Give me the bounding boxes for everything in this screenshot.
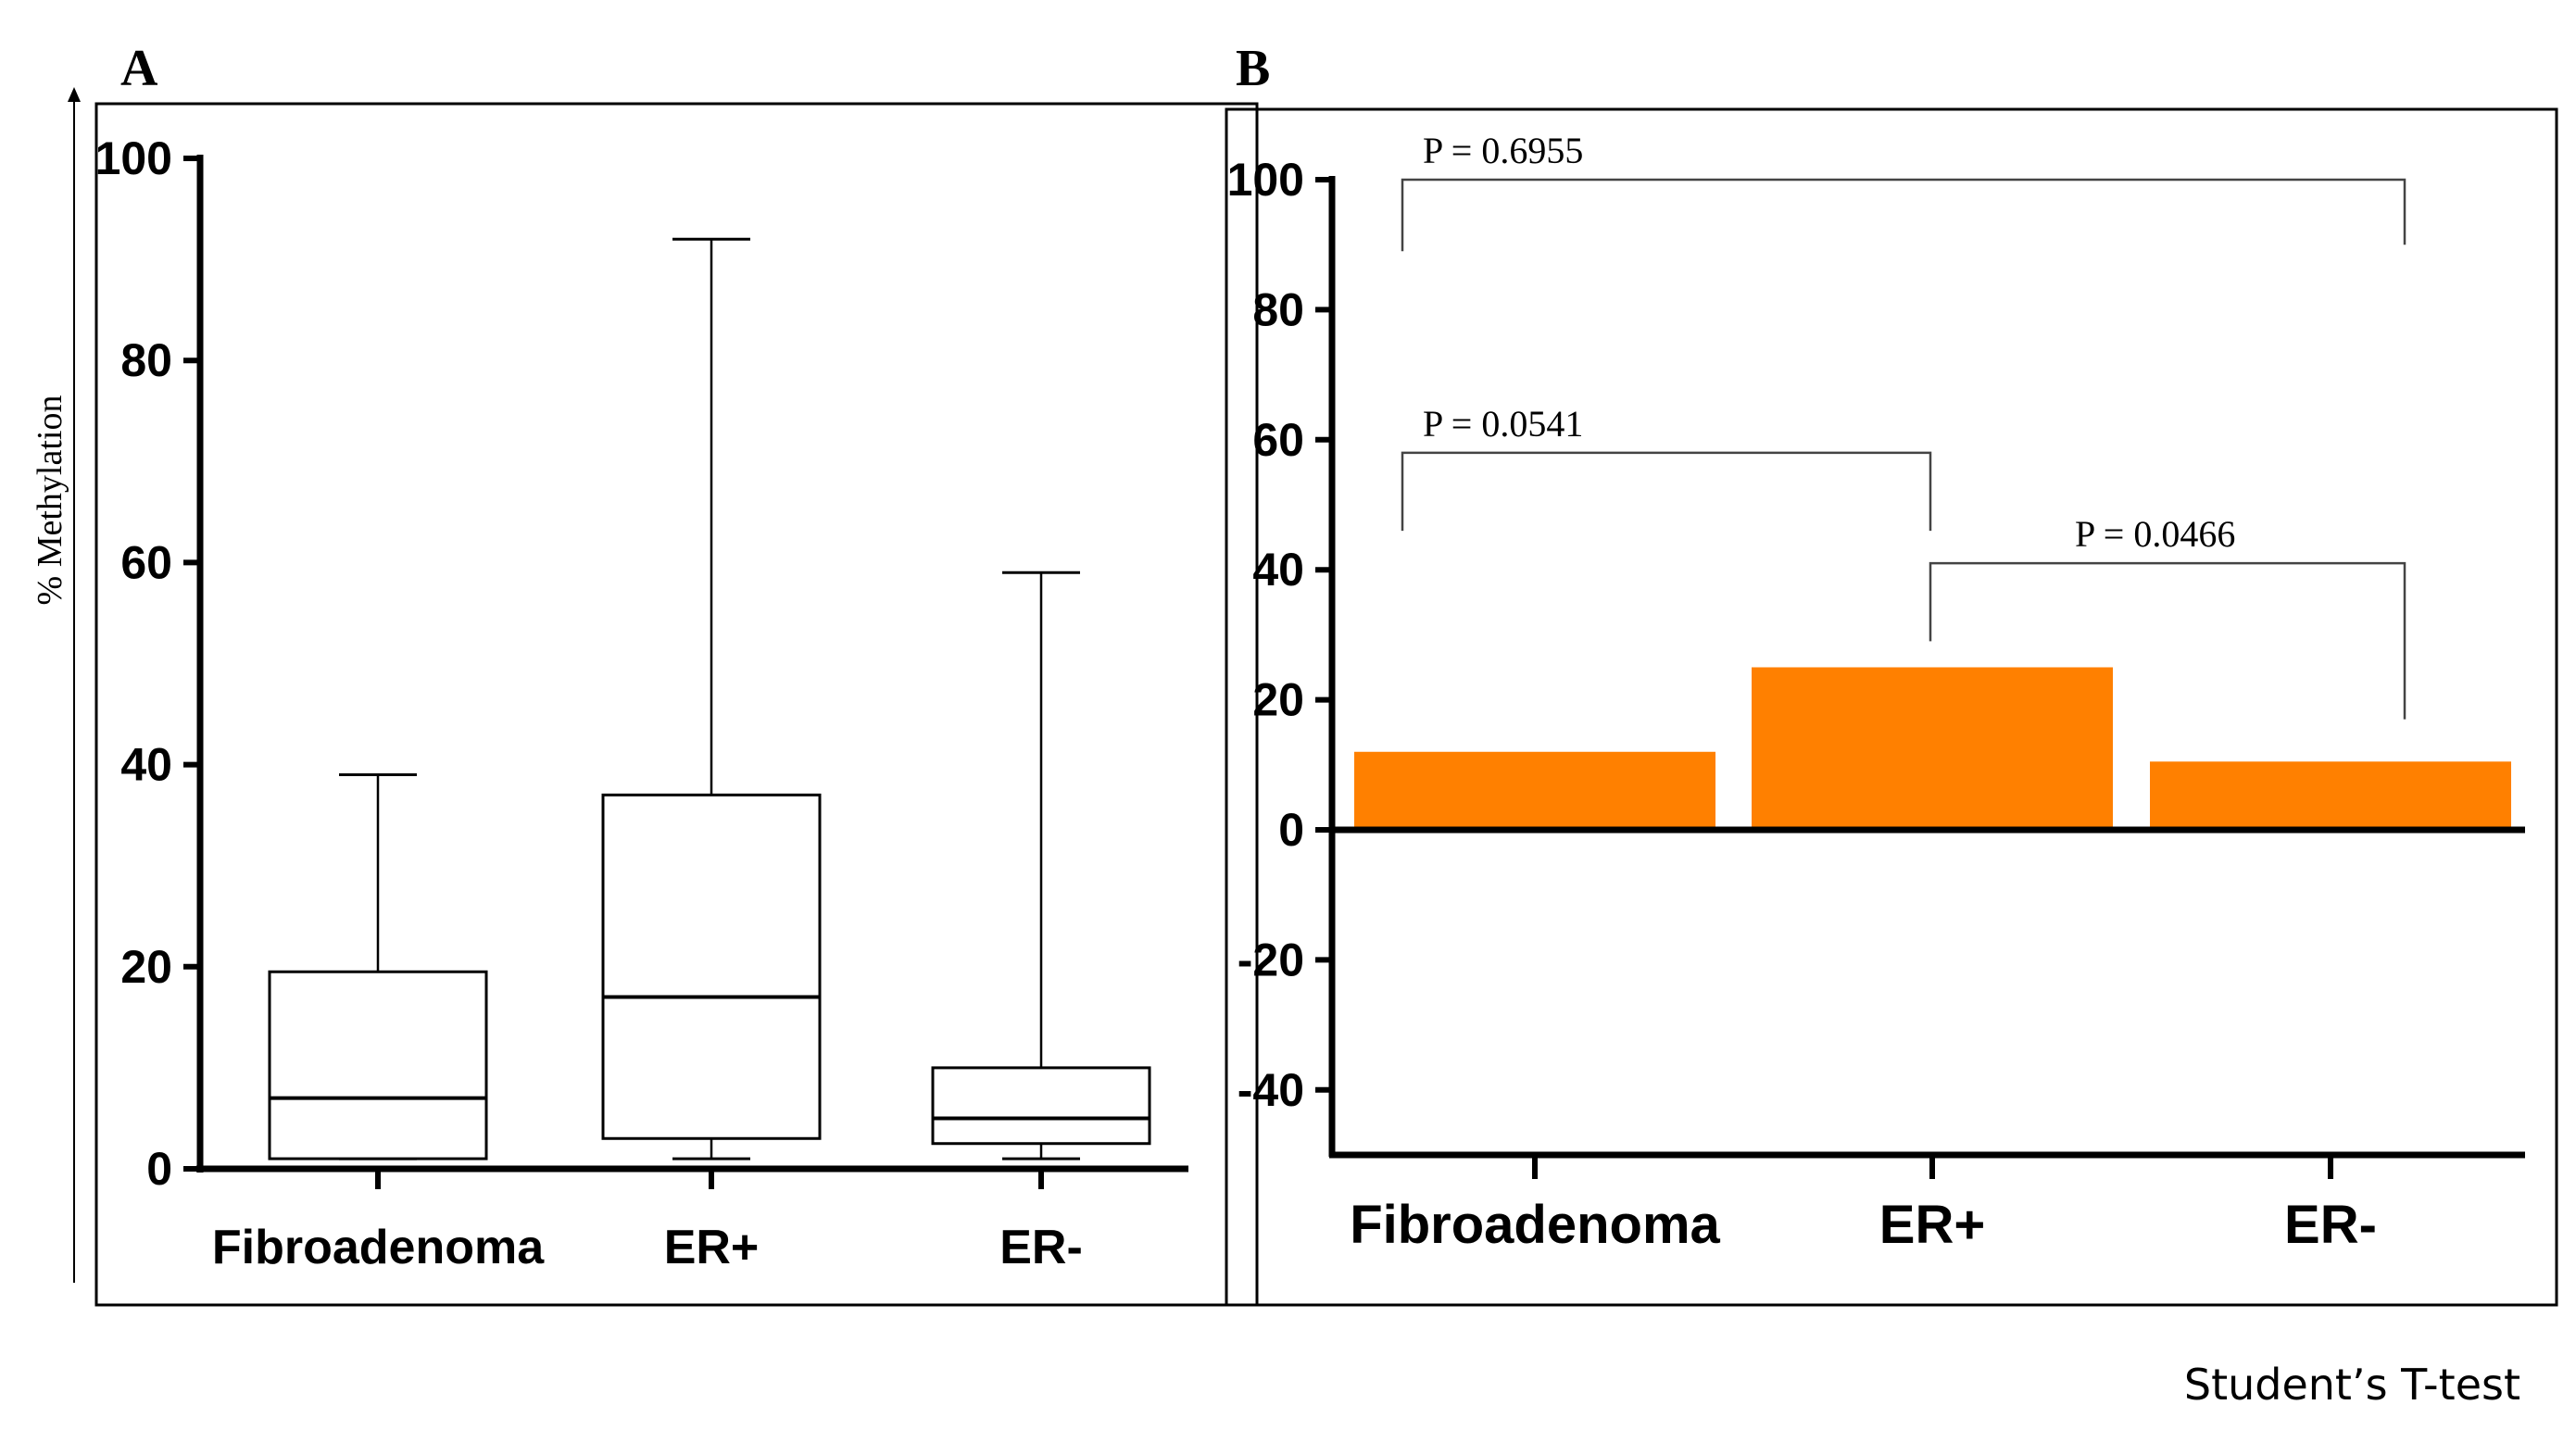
x-category-label: ER- (999, 1221, 1083, 1274)
p-value-label: P = 0.6955 (1423, 130, 1583, 171)
y-tick-label: 100 (1227, 154, 1304, 206)
y-tick-label: 20 (1252, 674, 1304, 726)
panel-b-letter: B (1236, 40, 1270, 97)
y-axis-title: % Methylation (31, 395, 69, 606)
y-tick-label: 40 (1252, 544, 1304, 596)
bar-chart: -40 -20 0 20 40 60 80 100 Fibroadenoma ER+ ER- P = … (1227, 130, 2525, 1255)
y-tick-label: 60 (120, 536, 172, 588)
panel-b: B -40 -20 0 20 40 60 80 100 Fibroadenoma ER+ ER- P … (1225, 40, 2558, 1307)
panel-b-frame (1225, 107, 2558, 1307)
p-value-label: P = 0.0541 (1423, 403, 1583, 445)
bar (1752, 667, 2113, 830)
bar (1354, 751, 1715, 830)
comparison-bracket (1929, 561, 2406, 720)
y-tick-label: 0 (1278, 804, 1304, 856)
y-tick-label: 40 (120, 739, 172, 791)
y-tick-label: 100 (95, 132, 172, 184)
y-tick-label: -40 (1238, 1064, 1304, 1116)
x-category-label: ER- (2284, 1195, 2377, 1255)
bar (2150, 761, 2511, 830)
x-category-label: Fibroadenoma (212, 1221, 545, 1274)
x-category-label: Fibroadenoma (1350, 1195, 1720, 1255)
y-tick-label: 80 (120, 334, 172, 386)
panel-a-letter: A (120, 40, 158, 97)
panel-a-frame (94, 102, 1259, 1307)
iqr-box (601, 793, 822, 1140)
x-category-label: ER+ (664, 1221, 760, 1274)
y-tick-label: 80 (1252, 283, 1304, 335)
p-value-label: P = 0.0466 (2075, 513, 2235, 555)
box-plot: 0 20 40 60 80 100 Fibroadenoma ER+ ER- (95, 132, 1188, 1274)
iqr-box (268, 970, 488, 1160)
test-footnote: Student’s T-test (2183, 1360, 2520, 1410)
y-axis-arrowhead (68, 87, 81, 102)
iqr-box (931, 1066, 1151, 1146)
x-category-label: ER+ (1879, 1195, 1985, 1255)
y-tick-label: 20 (120, 941, 172, 993)
panel-a: A % Methylation 0 20 40 60 80 100 Fibroadenoma… (31, 40, 1259, 1307)
y-tick-label: -20 (1238, 934, 1304, 985)
y-tick-label: 60 (1252, 414, 1304, 466)
comparison-bracket (1401, 178, 2406, 252)
y-tick-label: 0 (146, 1143, 172, 1195)
comparison-bracket (1401, 451, 1932, 532)
